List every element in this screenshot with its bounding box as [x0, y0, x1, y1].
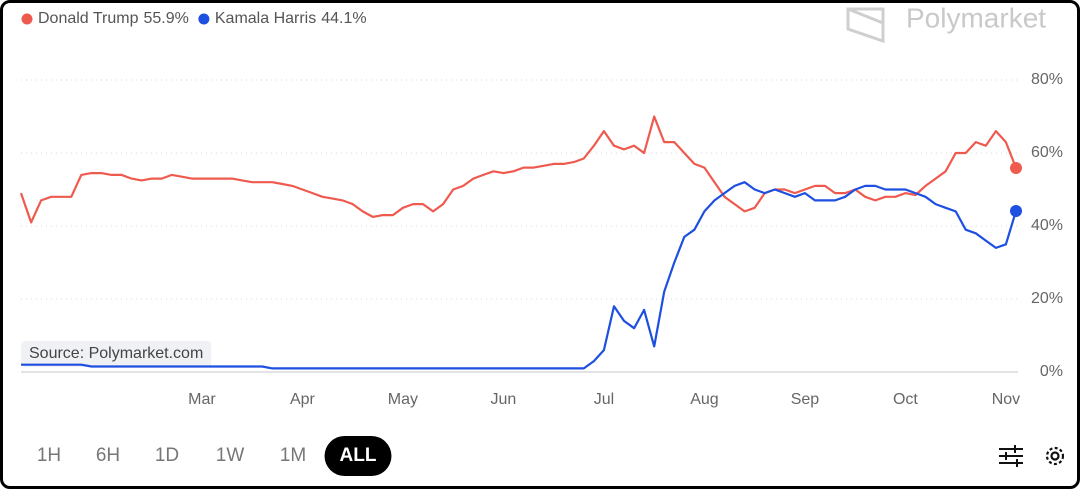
chart: Polymarket 0% 20% 40% 60% 80% Mar Apr May Jun Jul… — [19, 3, 1065, 476]
x-tick-label: Jul — [594, 391, 614, 408]
range-button-label[interactable]: 1M — [280, 445, 306, 466]
x-tick-label: Jun — [491, 391, 517, 408]
y-tick-label: 80% — [1031, 71, 1063, 88]
legend-name: Donald Trump — [38, 10, 139, 27]
range-button-label[interactable]: 1D — [155, 445, 179, 466]
range-button-label[interactable]: 1W — [216, 445, 245, 466]
x-tick-label: Aug — [690, 391, 718, 408]
filter-icon[interactable] — [999, 445, 1023, 467]
series-line — [21, 181, 1018, 370]
source-label: Source: Polymarket.com — [29, 345, 203, 362]
legend-label: Donald Trump 55.9% — [38, 10, 189, 27]
legend-value: 55.9% — [144, 10, 189, 27]
end-point — [1010, 161, 1022, 174]
source-background — [21, 341, 212, 367]
x-tick-label: May — [388, 391, 418, 408]
legend-marker — [21, 13, 33, 25]
legend-name: Kamala Harris — [215, 10, 316, 27]
x-tick-label: Oct — [893, 391, 918, 408]
range-button-label[interactable]: 1H — [37, 445, 61, 466]
x-tick-label: Apr — [290, 391, 316, 408]
y-tick-label: 60% — [1031, 144, 1063, 161]
range-button-label[interactable]: ALL — [340, 445, 377, 466]
legend-value: 44.1% — [321, 10, 366, 27]
series-line — [19, 115, 1018, 224]
x-tick-label: Sep — [791, 391, 820, 408]
x-tick-label: Mar — [188, 391, 216, 408]
brand: Polymarket — [906, 3, 1046, 33]
y-tick-label: 0% — [1040, 363, 1063, 380]
legend-label: Kamala Harris 44.1% — [215, 10, 367, 27]
range-button-selected[interactable] — [324, 436, 392, 476]
y-tick-label: 40% — [1031, 217, 1063, 234]
settings-icon[interactable] — [1045, 446, 1065, 466]
legend-marker — [198, 13, 210, 25]
range-button-label[interactable]: 6H — [96, 445, 120, 466]
end-point — [1010, 205, 1022, 218]
brand-logo — [846, 7, 885, 44]
y-tick-label: 20% — [1031, 290, 1063, 307]
x-tick-label: Nov — [992, 391, 1020, 408]
